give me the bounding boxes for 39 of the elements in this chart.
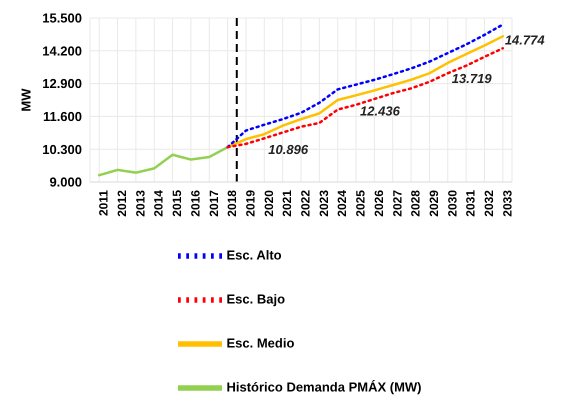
x-tick-label: 2028: [408, 190, 423, 217]
y-tick-label: 11.600: [42, 109, 82, 124]
x-tick-label: 2030: [445, 190, 460, 217]
y-axis-title: MW: [18, 88, 34, 112]
x-tick-label: 2023: [316, 190, 331, 217]
y-tick-label: 12.900: [42, 76, 82, 92]
x-tick-label: 2019: [243, 190, 258, 217]
x-tick-label: 2032: [482, 190, 496, 217]
data-label: 10.896: [268, 142, 309, 158]
x-tick-label: 2025: [354, 190, 368, 217]
legend-label: Esc. Medio: [226, 335, 294, 350]
x-tick-label: 2024: [335, 190, 350, 217]
x-tick-label: 2020: [262, 190, 276, 217]
legend-label: Histórico Demanda PMÁX (MW): [226, 379, 422, 394]
x-tick-label: 2014: [152, 190, 166, 217]
y-tick-label: 14.200: [42, 43, 82, 58]
x-tick-label: 2012: [115, 190, 130, 217]
x-tick-label: 2015: [170, 190, 184, 217]
x-tick-label: 2018: [225, 190, 240, 217]
y-tick-label: 15.500: [42, 10, 82, 26]
legend-label: Esc. Bajo: [226, 291, 286, 306]
y-tick-label: 9.000: [49, 174, 82, 190]
legend-label: Esc. Alto: [226, 247, 282, 262]
x-tick-label: 2027: [390, 190, 404, 217]
x-tick-label: 2011: [96, 190, 111, 216]
x-tick-label: 2021: [280, 190, 294, 217]
x-tick-label: 2013: [133, 190, 148, 217]
x-tick-label: 2016: [188, 190, 202, 217]
y-tick-label: 10.300: [42, 142, 82, 157]
x-tick-label: 2026: [372, 190, 386, 217]
x-tick-label: 2017: [206, 190, 221, 217]
line-series: [98, 146, 229, 176]
data-label: 14.774: [504, 32, 546, 48]
x-tick-label: 2031: [464, 190, 478, 217]
x-tick-label: 2029: [426, 190, 441, 217]
data-label: 12.436: [360, 103, 401, 118]
data-label: 13.719: [452, 70, 492, 86]
x-tick-label: 2022: [298, 190, 313, 217]
x-tick-label: 2033: [500, 190, 514, 217]
